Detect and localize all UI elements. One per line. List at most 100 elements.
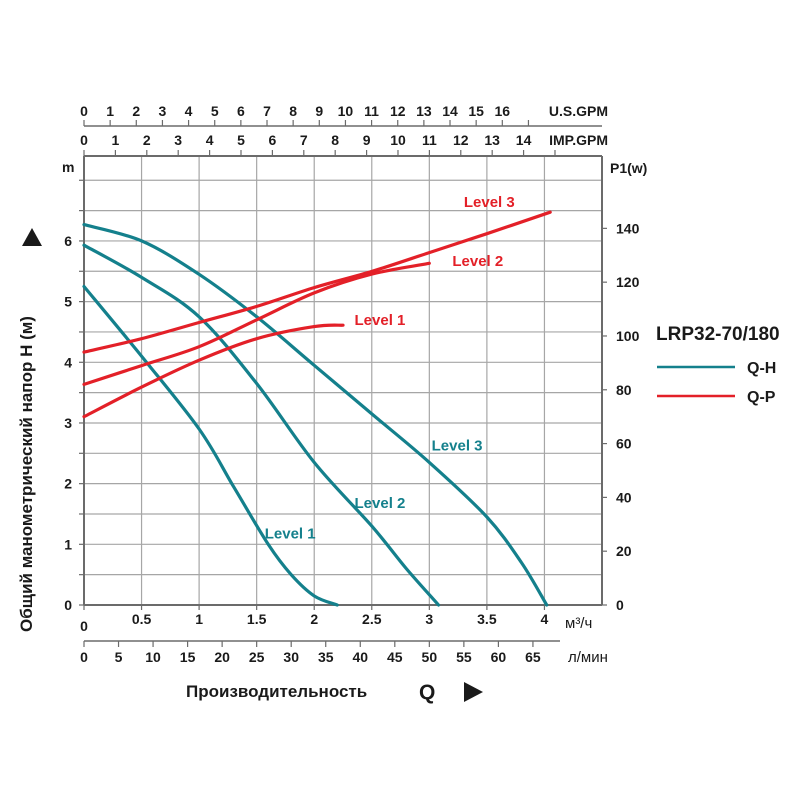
- level-annotation: Level 2: [452, 253, 503, 270]
- impgpm-tick-label: 3: [174, 132, 182, 148]
- usgpm-tick-label: 12: [390, 103, 406, 119]
- impgpm-tick-label: 4: [206, 132, 214, 148]
- legend-qp-label: Q-P: [747, 389, 776, 406]
- left-axis-unit: m: [62, 159, 74, 175]
- usgpm-unit-label: U.S.GPM: [549, 103, 608, 119]
- x-axis-symbol: Q: [419, 681, 435, 704]
- left-tick-label: 6: [64, 233, 72, 249]
- left-tick-label: 3: [64, 415, 72, 431]
- m3h-tick-label: 1.5: [247, 611, 267, 627]
- bottom-axes: 0 0.5 1 1.5 2 2.5 3 3.5 40 5 10 15 20 25 30 35 40 45 50 55 6…: [80, 605, 560, 665]
- m3h-tick-label: 4: [541, 611, 549, 627]
- y-axis-arrow-icon: [22, 228, 42, 246]
- left-axis: 0 1 2 3 4 5 6: [64, 179, 84, 613]
- series-q-h-level-1: [82, 284, 339, 607]
- impgpm-tick-label: 9: [363, 132, 371, 148]
- left-tick-label: 5: [64, 294, 72, 310]
- lpm-tick-label: 10: [145, 649, 161, 665]
- level-annotation: Level 3: [464, 194, 515, 211]
- level-annotation: Level 3: [432, 437, 483, 454]
- annotation-layer: Level 3 Level 2 Level 1 Level 3 Level 2 Level…: [265, 194, 515, 542]
- series-q-p-level-3: [82, 210, 552, 354]
- lpm-tick-label: 15: [180, 649, 196, 665]
- lpm-tick-label: 35: [318, 649, 334, 665]
- impgpm-tick-label: 10: [390, 132, 406, 148]
- level-annotation: Level 2: [355, 495, 406, 512]
- m3h-tick-label: 1: [195, 611, 203, 627]
- impgpm-tick-label: 5: [237, 132, 245, 148]
- lpm-tick-label: 0: [80, 649, 88, 665]
- lpm-tick-label: 20: [214, 649, 230, 665]
- lpm-tick-label: 30: [283, 649, 299, 665]
- right-tick-label: 80: [616, 382, 632, 398]
- usgpm-tick-label: 2: [132, 103, 140, 119]
- usgpm-tick-label: 8: [289, 103, 297, 119]
- impgpm-tick-label: 12: [453, 132, 469, 148]
- usgpm-tick-label: 15: [468, 103, 484, 119]
- legend-model-title: LRP32-70/180: [656, 324, 780, 345]
- right-axis-title: P1(w): [610, 160, 647, 176]
- grid: [84, 156, 602, 605]
- usgpm-tick-label: 13: [416, 103, 432, 119]
- m3h-tick-label: 2.5: [362, 611, 382, 627]
- m3h-tick-label: 0: [80, 618, 88, 634]
- impgpm-unit-label: IMP.GPM: [549, 132, 608, 148]
- legend-qh-label: Q-H: [747, 360, 776, 377]
- level-annotation: Level 1: [265, 525, 316, 542]
- left-tick-label: 1: [64, 536, 72, 552]
- m3h-tick-label: 0.5: [132, 611, 152, 627]
- impgpm-tick-label: 2: [143, 132, 151, 148]
- right-tick-label: 60: [616, 436, 632, 452]
- x-axis-arrow-icon: [464, 682, 483, 702]
- usgpm-tick-label: 4: [185, 103, 193, 119]
- impgpm-tick-label: 14: [516, 132, 532, 148]
- m3h-tick-label: 3.5: [477, 611, 497, 627]
- usgpm-tick-label: 5: [211, 103, 219, 119]
- usgpm-tick-label: 7: [263, 103, 271, 119]
- impgpm-tick-label: 6: [268, 132, 276, 148]
- impgpm-tick-label: 0: [80, 132, 88, 148]
- usgpm-tick-label: 0: [80, 103, 88, 119]
- usgpm-tick-label: 16: [495, 103, 511, 119]
- top-axes: 0 1 2 3 4 5 6 7 8 9 10 11 12 13 14 15 160 1 2 3 4 5 6 7 8 9 10 11 12…: [80, 103, 602, 156]
- m3h-tick-label: 2: [310, 611, 318, 627]
- plot-frame: [83, 155, 603, 606]
- lpm-tick-label: 40: [352, 649, 368, 665]
- right-tick-label: 0: [616, 597, 624, 613]
- series-q-p-level-2: [82, 261, 431, 386]
- usgpm-tick-label: 1: [106, 103, 114, 119]
- left-tick-label: 0: [64, 597, 72, 613]
- usgpm-tick-label: 6: [237, 103, 245, 119]
- left-tick-label: 2: [64, 476, 72, 492]
- series-q-h-level-3: [82, 223, 549, 607]
- impgpm-tick-label: 11: [422, 132, 437, 148]
- level-annotation: Level 1: [355, 312, 406, 329]
- usgpm-tick-label: 14: [442, 103, 458, 119]
- lpm-tick-label: 5: [115, 649, 123, 665]
- lpm-tick-label: 55: [456, 649, 472, 665]
- lpm-tick-label: 65: [525, 649, 541, 665]
- right-tick-label: 40: [616, 489, 632, 505]
- right-axis: 0 20 40 60 80 100 120 140: [602, 220, 640, 613]
- impgpm-tick-label: 7: [300, 132, 308, 148]
- left-tick-label: 4: [64, 354, 72, 370]
- right-tick-label: 120: [616, 274, 640, 290]
- right-tick-label: 140: [616, 220, 640, 236]
- series-q-h-level-2: [82, 243, 441, 607]
- x-axis-lpm-unit: л/мин: [568, 649, 608, 666]
- usgpm-tick-label: 3: [159, 103, 167, 119]
- lpm-tick-label: 45: [387, 649, 403, 665]
- usgpm-tick-label: 10: [338, 103, 354, 119]
- impgpm-tick-label: 13: [484, 132, 500, 148]
- impgpm-tick-label: 1: [112, 132, 120, 148]
- right-tick-label: 100: [616, 328, 640, 344]
- lpm-tick-label: 25: [249, 649, 265, 665]
- lpm-tick-label: 60: [491, 649, 507, 665]
- usgpm-tick-label: 9: [315, 103, 323, 119]
- series-q-p-level-1: [82, 323, 345, 419]
- usgpm-tick-label: 11: [364, 103, 379, 119]
- m3h-tick-label: 3: [425, 611, 433, 627]
- impgpm-tick-label: 8: [331, 132, 339, 148]
- lpm-tick-label: 50: [422, 649, 438, 665]
